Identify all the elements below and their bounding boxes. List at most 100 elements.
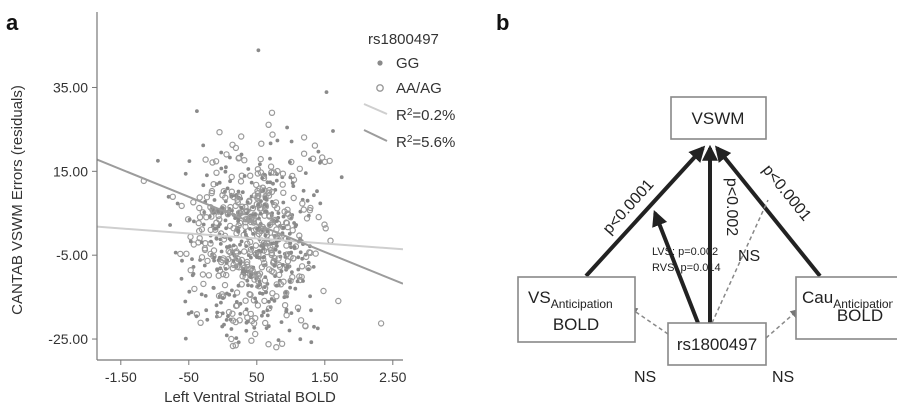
- point-aa-ag: [220, 187, 227, 195]
- point-aa-ag: [169, 193, 176, 200]
- point-gg: [259, 199, 263, 204]
- point-aa-ag: [233, 249, 240, 257]
- point-aa-ag: [283, 242, 290, 249]
- point-gg: [289, 250, 294, 255]
- node-vs-label: VSAnticipation: [528, 288, 613, 311]
- point-gg: [315, 326, 320, 331]
- point-aa-ag: [258, 140, 265, 147]
- point-gg: [309, 308, 313, 313]
- point-gg: [244, 328, 249, 333]
- y-tick-label: -5.00: [56, 247, 88, 263]
- point-gg: [306, 260, 311, 265]
- label-snp-to-vswm: p<0.002: [723, 178, 740, 236]
- point-aa-ag: [249, 204, 257, 212]
- point-gg: [288, 279, 292, 284]
- point-gg: [262, 202, 267, 207]
- point-gg: [284, 290, 288, 295]
- point-gg: [311, 265, 316, 269]
- point-gg: [180, 258, 184, 263]
- point-aa-ag: [246, 238, 254, 246]
- legend-marker-aa-ag: [376, 84, 384, 92]
- point-gg: [318, 160, 322, 165]
- point-gg: [312, 193, 316, 198]
- point-aa-ag: [253, 181, 260, 189]
- dashed-arrow-snp-to-cau: [765, 308, 800, 339]
- point-aa-ag: [275, 255, 282, 262]
- point-aa-ag: [227, 203, 234, 211]
- point-gg: [306, 213, 311, 218]
- point-aa-ag: [257, 155, 264, 163]
- point-aa-ag: [228, 173, 235, 181]
- point-aa-ag: [297, 317, 305, 324]
- point-aa-ag: [218, 291, 226, 298]
- point-gg: [198, 258, 203, 262]
- point-aa-ag: [247, 291, 254, 298]
- point-gg: [246, 167, 251, 171]
- point-aa-ag: [201, 245, 209, 252]
- point-aa-ag: [195, 219, 202, 227]
- point-aa-ag: [207, 226, 214, 234]
- point-gg: [179, 276, 184, 281]
- point-aa-ag: [229, 317, 237, 324]
- point-aa-ag: [265, 305, 273, 312]
- point-aa-ag: [242, 223, 249, 230]
- node-cau-label: CauAnticipation: [802, 288, 895, 311]
- point-gg: [245, 200, 250, 205]
- point-gg: [232, 294, 237, 298]
- point-gg: [316, 149, 321, 154]
- point-aa-ag: [198, 254, 206, 261]
- label-ns-center: NS: [738, 248, 760, 265]
- point-aa-ag: [284, 206, 291, 213]
- x-tick-label: -1.50: [105, 369, 137, 385]
- point-gg: [272, 264, 277, 268]
- node-cau-anticipation: CauAnticipation BOLD: [795, 276, 897, 340]
- point-gg: [263, 275, 268, 279]
- point-aa-ag: [223, 151, 230, 158]
- point-aa-ag: [269, 290, 276, 297]
- point-gg: [281, 263, 285, 267]
- point-aa-ag: [306, 206, 314, 214]
- point-aa-ag: [279, 181, 286, 188]
- point-gg: [205, 317, 210, 322]
- point-gg: [251, 232, 256, 236]
- point-gg: [219, 166, 224, 171]
- point-gg: [324, 90, 329, 94]
- label-lvs: LVS: p=0.002: [652, 246, 718, 258]
- point-gg: [183, 171, 188, 176]
- point-gg: [249, 180, 254, 185]
- point-aa-ag: [269, 218, 276, 226]
- point-gg: [238, 242, 242, 247]
- point-aa-ag: [221, 281, 229, 289]
- point-aa-ag: [212, 158, 220, 165]
- x-tick-label: 1.50: [311, 369, 338, 385]
- point-gg: [225, 186, 230, 191]
- point-gg: [265, 180, 270, 185]
- point-gg: [187, 217, 192, 222]
- point-gg: [187, 289, 192, 294]
- point-gg: [252, 325, 257, 330]
- point-aa-ag: [237, 178, 245, 185]
- fit-lines: [97, 158, 403, 285]
- point-gg: [240, 190, 245, 195]
- point-gg: [281, 214, 286, 219]
- point-aa-ag: [178, 202, 185, 210]
- point-gg: [225, 291, 229, 296]
- point-aa-ag: [273, 344, 280, 351]
- point-aa-ag: [300, 150, 308, 157]
- legend-line-r2-high: [363, 129, 388, 142]
- point-aa-ag: [281, 302, 289, 309]
- legend-label-r2-high: R2=5.6%: [396, 134, 455, 152]
- point-aa-ag: [240, 248, 248, 255]
- point-aa-ag: [204, 257, 211, 265]
- point-gg: [183, 336, 188, 341]
- point-gg: [275, 138, 280, 143]
- point-gg: [223, 267, 228, 271]
- label-ns-left: NS: [634, 369, 656, 386]
- point-gg: [186, 311, 191, 316]
- point-aa-ag: [266, 212, 273, 219]
- point-gg: [244, 307, 249, 312]
- point-aa-ag: [262, 319, 269, 327]
- point-gg: [296, 255, 301, 260]
- point-gg: [225, 245, 229, 249]
- point-aa-ag: [289, 273, 296, 281]
